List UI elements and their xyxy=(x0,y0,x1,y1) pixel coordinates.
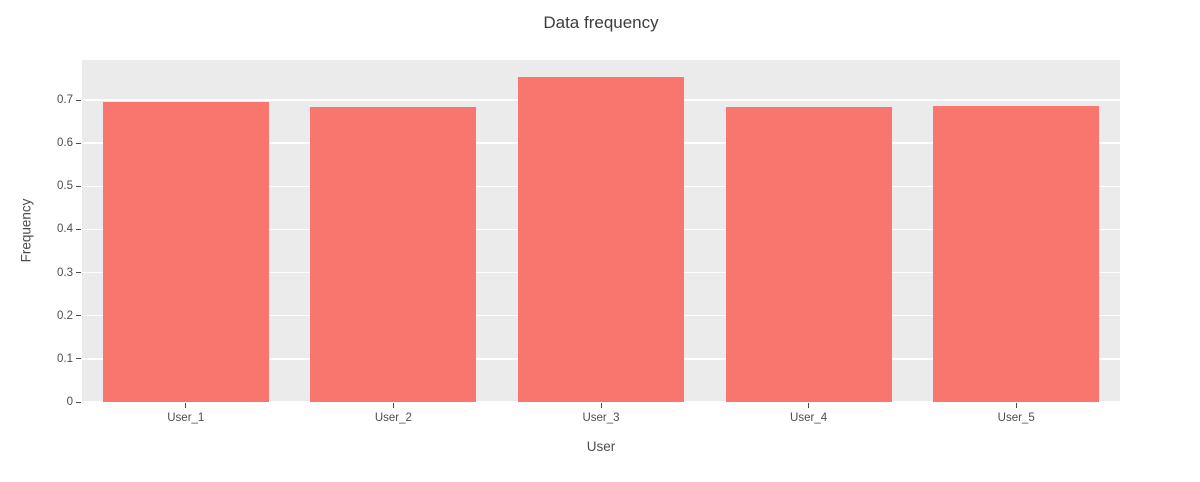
y-tick-label: 0.7 xyxy=(57,94,73,107)
y-tick-label: 0.3 xyxy=(57,266,73,279)
x-axis-tick xyxy=(808,403,810,408)
y-tick-label: 0.4 xyxy=(57,223,73,236)
bar-User_4[interactable] xyxy=(725,106,892,402)
y-axis-tick xyxy=(76,142,81,144)
bar-User_2[interactable] xyxy=(310,107,477,402)
x-tick-label-User_5: User_5 xyxy=(997,412,1035,424)
chart-title: Data frequency xyxy=(543,13,659,32)
x-tick-label-User_1: User_1 xyxy=(167,412,205,424)
x-tick-label-User_3: User_3 xyxy=(582,412,620,424)
y-axis-tick xyxy=(76,228,81,230)
bar-User_5[interactable] xyxy=(933,105,1100,402)
x-axis-tick xyxy=(185,403,187,408)
x-tick-label-User_2: User_2 xyxy=(374,412,412,424)
y-tick-label: 0 xyxy=(66,396,73,408)
y-axis-tick xyxy=(76,272,81,274)
y-axis-tick xyxy=(76,401,81,403)
x-axis-tick xyxy=(392,403,394,408)
x-axis-title: User xyxy=(586,439,616,454)
y-tick-label: 0.2 xyxy=(57,309,73,322)
y-axis-tick xyxy=(76,315,81,317)
y-axis-tick xyxy=(76,358,81,360)
x-axis-tick xyxy=(600,403,602,408)
y-tick-label: 0.6 xyxy=(57,137,73,150)
bar-User_3[interactable] xyxy=(517,77,685,402)
bar-User_1[interactable] xyxy=(102,102,269,402)
x-axis-tick xyxy=(1015,403,1017,408)
y-tick-label: 0.1 xyxy=(57,352,73,365)
y-axis-tick xyxy=(76,99,81,101)
y-axis-tick xyxy=(76,185,81,187)
plot-area[interactable] xyxy=(82,60,1120,402)
y-tick-label: 0.5 xyxy=(57,180,73,193)
x-tick-label-User_4: User_4 xyxy=(790,412,828,424)
